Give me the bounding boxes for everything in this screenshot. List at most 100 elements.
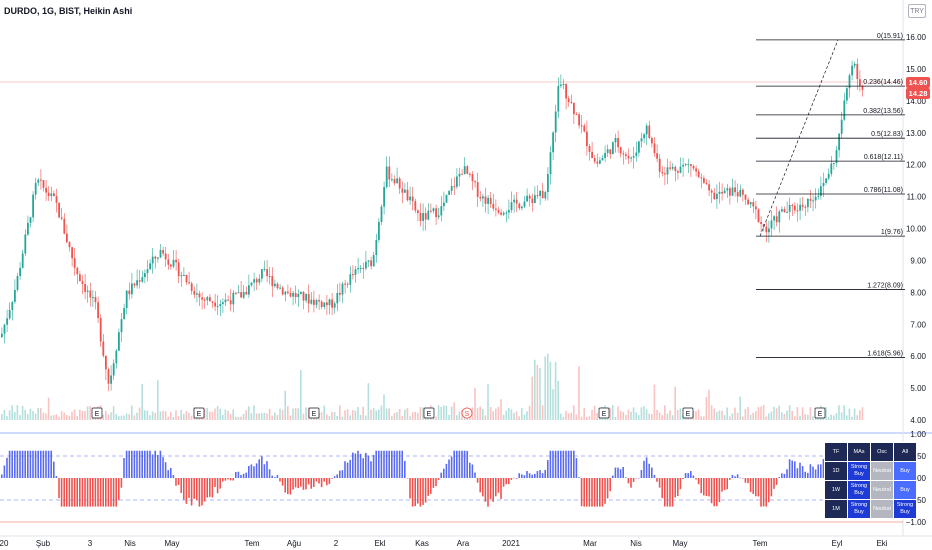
volume-bar <box>63 412 65 420</box>
earnings-marker <box>682 407 694 419</box>
candle-body <box>739 189 742 197</box>
candle-body <box>45 187 47 193</box>
volume-bar <box>500 399 502 420</box>
volume-bar <box>570 412 572 420</box>
volume-bar <box>669 410 671 420</box>
volume-bar <box>679 408 682 420</box>
volume-bar <box>801 407 804 420</box>
volume-bar <box>528 405 531 420</box>
osc-bar <box>718 478 721 503</box>
volume-bar <box>721 410 723 420</box>
volume-bar <box>307 407 310 420</box>
osc-bar <box>47 450 50 478</box>
candle-body <box>24 234 27 254</box>
volume-bar <box>671 415 674 420</box>
candle-body <box>175 259 177 263</box>
volume-bar <box>365 415 367 420</box>
candle-body <box>136 280 138 286</box>
osc-bar <box>549 450 552 478</box>
candle-body <box>365 261 367 269</box>
volume-bar <box>716 412 718 420</box>
volume-bar <box>518 416 520 420</box>
candle-body <box>549 152 552 175</box>
osc-bar <box>661 478 663 499</box>
candle-body <box>326 302 328 306</box>
osc-bar <box>167 470 169 478</box>
volume-bar <box>3 409 6 420</box>
volume-bar <box>692 411 695 420</box>
volume-bar <box>773 406 775 420</box>
osc-bar <box>682 478 684 480</box>
volume-bar <box>573 405 575 420</box>
currency-badge[interactable]: TRY <box>908 4 926 18</box>
candle-body <box>123 308 125 320</box>
osc-bar <box>276 475 279 478</box>
candle-body <box>474 181 476 183</box>
volume-bar <box>281 409 284 420</box>
tf-1m-osc: Neutral <box>870 499 894 519</box>
candle-body <box>749 202 752 205</box>
osc-bar <box>612 475 614 478</box>
candle-body <box>573 102 575 115</box>
candle-body <box>666 167 669 175</box>
osc-tick-label: 1.00 <box>910 430 926 439</box>
candle-body <box>794 205 796 211</box>
osc-bar <box>817 464 819 478</box>
volume-bar <box>471 407 474 420</box>
volume-bar <box>541 405 544 420</box>
candle-body <box>586 131 588 147</box>
candle-body <box>81 281 84 285</box>
candle-body <box>742 189 744 195</box>
osc-bar <box>450 456 453 478</box>
candle-body <box>825 178 827 183</box>
price-tick-label: 15.00 <box>906 65 927 74</box>
volume-bar <box>177 416 180 420</box>
volume-bar <box>79 409 81 420</box>
candle-body <box>502 212 505 215</box>
volume-bar <box>445 405 448 420</box>
candle-body <box>287 291 289 293</box>
osc-tick-label: −1.00 <box>906 518 927 527</box>
osc-bar <box>55 476 58 478</box>
osc-bar <box>27 450 29 478</box>
volume-bar <box>409 416 411 420</box>
volume-bar <box>495 408 497 420</box>
osc-bar <box>196 478 198 501</box>
volume-bar <box>796 407 799 420</box>
osc-bar <box>318 478 320 484</box>
osc-bar <box>778 477 780 478</box>
candle-body <box>630 157 632 159</box>
candle-body <box>8 310 11 319</box>
candle-body <box>40 179 42 181</box>
osc-bar <box>502 478 505 487</box>
osc-bar <box>466 450 468 478</box>
volume-bar <box>846 415 848 420</box>
time-axis-label: Kas <box>415 539 429 548</box>
candle-body <box>227 299 229 301</box>
time-axis-label: Ara <box>457 539 470 548</box>
osc-bar <box>770 478 773 497</box>
volume-bar <box>859 410 861 420</box>
volume-bar <box>809 407 812 420</box>
candle-body <box>651 137 653 144</box>
candle-body <box>708 184 710 191</box>
candle-body <box>219 304 222 307</box>
osc-bar <box>653 474 656 478</box>
candle-body <box>736 192 739 197</box>
osc-bar <box>263 464 266 478</box>
volume-bar <box>203 408 206 420</box>
volume-bar <box>76 416 78 420</box>
volume-bar <box>164 411 167 420</box>
candle-body <box>591 151 593 159</box>
candle-body <box>229 300 232 305</box>
osc-bar <box>690 471 692 478</box>
candle-body <box>112 363 115 376</box>
osc-bar <box>284 478 286 493</box>
candle-body <box>781 209 783 212</box>
volume-bar <box>648 413 650 420</box>
volume-bar <box>734 407 736 420</box>
candle-body <box>534 195 536 204</box>
candle-body <box>253 279 255 283</box>
candle-body <box>318 300 320 302</box>
